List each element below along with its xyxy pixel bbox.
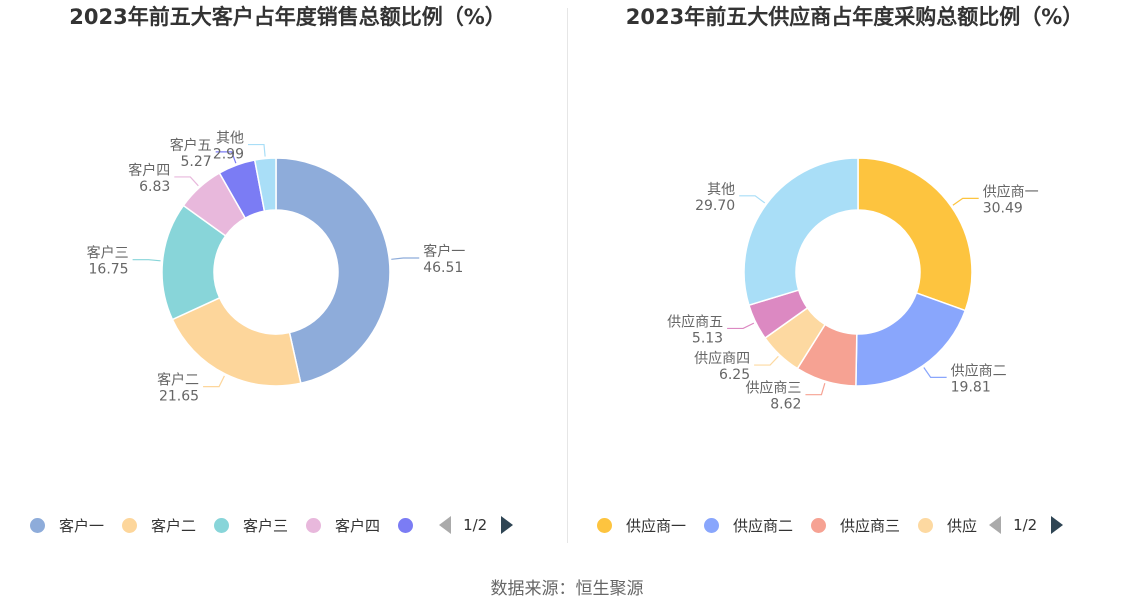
pie-slice[interactable] bbox=[253, 157, 277, 212]
slice-category-label: 客户一 bbox=[423, 243, 465, 260]
slice-value-label: 19.81 bbox=[951, 379, 991, 395]
leader-line bbox=[132, 259, 161, 262]
pie-slice[interactable] bbox=[855, 292, 967, 387]
legend-item[interactable]: 客户三 bbox=[214, 515, 288, 536]
legend-item-clipped[interactable]: 供应 bbox=[918, 515, 977, 536]
legend-prev-page-icon[interactable] bbox=[989, 516, 1002, 534]
slice-value-label: 29.70 bbox=[695, 198, 735, 214]
slice-category-label: 客户三 bbox=[87, 245, 129, 262]
leader-line bbox=[247, 143, 266, 157]
legend-next-page-icon[interactable] bbox=[501, 516, 514, 534]
chart-legend: 供应商一 供应商二 供应商三 供应 1/2 bbox=[597, 512, 1064, 538]
slice-value-label: 8.62 bbox=[770, 397, 801, 413]
slice-value-label: 2.99 bbox=[213, 147, 244, 163]
slice-value-label: 30.49 bbox=[983, 200, 1023, 216]
pie-slice[interactable] bbox=[171, 296, 302, 387]
leader-line bbox=[754, 355, 779, 366]
supplier-chart-panel: 2023年前五大供应商占年度采购总额比例（%） 供应商一 30.49 供应商二 19.… bbox=[567, 0, 1134, 545]
chart-legend: 客户一 客户二 客户三 客户四 1/2 bbox=[30, 512, 514, 538]
leader-line bbox=[203, 375, 225, 388]
legend-prev-page-icon[interactable] bbox=[439, 516, 452, 534]
legend-swatch bbox=[918, 517, 934, 533]
legend-label: 客户二 bbox=[151, 516, 197, 535]
legend-next-page-icon[interactable] bbox=[1051, 516, 1064, 534]
legend-swatch bbox=[398, 517, 414, 533]
slice-category-label: 其他 bbox=[707, 182, 735, 198]
legend-label: 客户四 bbox=[335, 516, 381, 535]
leader-line bbox=[391, 257, 420, 260]
pie-slice[interactable] bbox=[743, 157, 859, 307]
legend-swatch bbox=[306, 517, 322, 533]
slice-value-label: 5.13 bbox=[692, 330, 723, 346]
legend-swatch bbox=[30, 517, 45, 533]
slice-category-label: 供应商四 bbox=[694, 350, 750, 367]
slice-value-label: 21.65 bbox=[159, 389, 199, 405]
slice-value-label: 5.27 bbox=[181, 154, 212, 170]
leader-line bbox=[174, 176, 199, 187]
slice-category-label: 客户二 bbox=[157, 372, 199, 389]
slice-category-label: 客户四 bbox=[128, 162, 170, 179]
panel-divider bbox=[567, 8, 568, 543]
legend-item[interactable]: 供应商二 bbox=[704, 515, 793, 536]
legend-pager: 1/2 bbox=[985, 516, 1064, 534]
slice-value-label: 46.51 bbox=[423, 260, 463, 276]
leader-line bbox=[805, 382, 826, 396]
legend-swatch bbox=[811, 517, 827, 533]
leader-line bbox=[952, 197, 979, 206]
legend-swatch bbox=[597, 517, 612, 533]
legend-item[interactable]: 客户二 bbox=[122, 515, 196, 536]
legend-item[interactable]: 供应商一 bbox=[597, 515, 686, 536]
leader-line bbox=[739, 195, 766, 204]
chart-title: 2023年前五大客户占年度销售总额比例（%） bbox=[69, 5, 506, 29]
legend-pager: 1/2 bbox=[435, 516, 514, 534]
legend-item-clipped[interactable] bbox=[398, 517, 427, 533]
data-source-note: 数据来源：恒生聚源 bbox=[490, 579, 644, 599]
slice-category-label: 供应商二 bbox=[951, 362, 1007, 379]
leader-line bbox=[215, 151, 237, 164]
slice-value-label: 16.75 bbox=[89, 262, 129, 278]
slice-category-label: 供应商一 bbox=[983, 183, 1039, 200]
legend-item[interactable]: 客户一 bbox=[30, 515, 104, 536]
slice-category-label: 客户五 bbox=[170, 137, 212, 154]
pie-slice[interactable] bbox=[275, 157, 391, 385]
leader-line bbox=[727, 322, 755, 330]
legend-page-indicator: 1/2 bbox=[463, 516, 488, 534]
legend-label: 客户三 bbox=[243, 516, 289, 535]
legend-label: 供应商一 bbox=[626, 516, 687, 535]
legend-page-indicator: 1/2 bbox=[1013, 516, 1038, 534]
legend-label: 供应商二 bbox=[733, 516, 794, 535]
legend-swatch bbox=[704, 517, 720, 533]
legend-item[interactable]: 客户四 bbox=[306, 515, 380, 536]
slice-category-label: 其他 bbox=[216, 131, 244, 147]
legend-swatch bbox=[122, 517, 138, 533]
chart-title: 2023年前五大供应商占年度采购总额比例（%） bbox=[625, 5, 1084, 29]
legend-swatch bbox=[214, 517, 230, 533]
slice-value-label: 6.25 bbox=[719, 367, 750, 383]
legend-item[interactable]: 供应商三 bbox=[811, 515, 900, 536]
slice-category-label: 供应商三 bbox=[745, 380, 801, 397]
legend-label: 客户一 bbox=[59, 516, 105, 535]
pie-slice[interactable] bbox=[857, 157, 973, 312]
slice-category-label: 供应商五 bbox=[667, 313, 723, 330]
legend-label: 供应 bbox=[947, 516, 978, 535]
leader-line bbox=[923, 367, 947, 378]
legend-label: 供应商三 bbox=[840, 516, 901, 535]
customer-chart-panel: 2023年前五大客户占年度销售总额比例（%） 客户一 46.51 客户二 21.65 客… bbox=[0, 0, 567, 545]
slice-value-label: 6.83 bbox=[139, 179, 170, 195]
